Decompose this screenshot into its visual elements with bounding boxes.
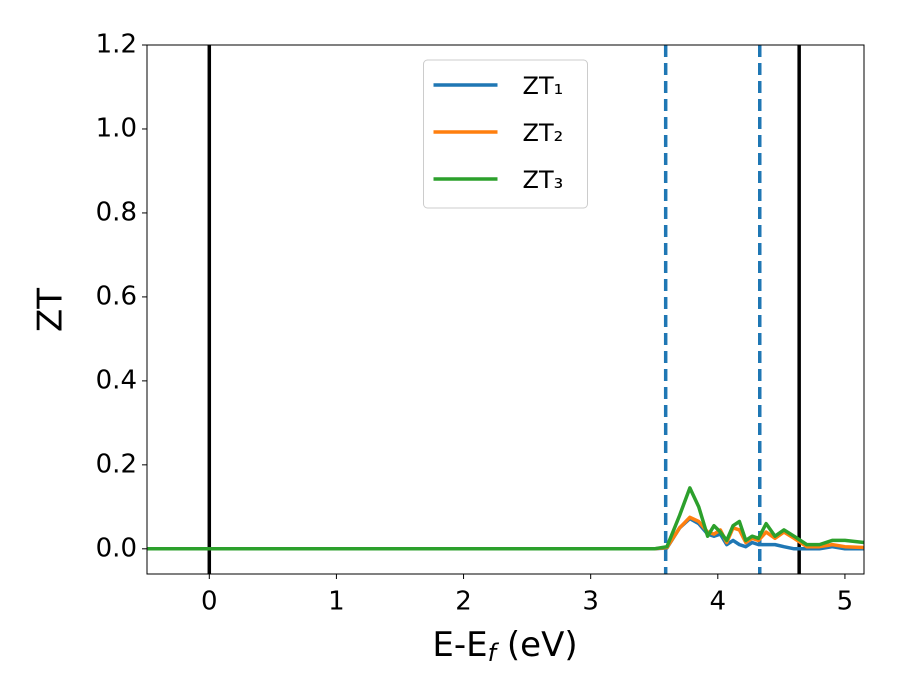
series-line <box>147 486 864 551</box>
x-axis-label: E-Ef (eV) <box>432 625 577 668</box>
legend-label: ZT₂ <box>523 119 564 147</box>
y-tick-label: 1.2 <box>96 30 137 60</box>
legend-label: ZT₃ <box>523 166 564 194</box>
x-tick-label: 3 <box>582 587 599 617</box>
plot-layer <box>147 45 864 574</box>
axes-frame <box>146 44 865 575</box>
x-tick-label: 4 <box>710 587 727 617</box>
legend-label: ZT₁ <box>523 72 564 100</box>
y-tick-label: 0.8 <box>96 197 137 227</box>
y-tick-label: 0.0 <box>96 533 137 563</box>
y-tick-label: 0.4 <box>96 365 137 395</box>
y-tick-label: 0.2 <box>96 449 137 479</box>
y-tick-label: 0.6 <box>96 281 137 311</box>
x-tick-label: 5 <box>837 587 854 617</box>
x-label-part: (eV) <box>496 625 578 665</box>
x-tick-label: 1 <box>328 587 345 617</box>
legend-box <box>423 59 588 209</box>
x-tick-label: 0 <box>201 587 218 617</box>
y-axis-label: ZT <box>31 288 71 332</box>
y-tick-label: 1.0 <box>96 113 137 143</box>
x-tick-label: 2 <box>455 587 472 617</box>
x-label-part: E-E <box>432 625 487 665</box>
